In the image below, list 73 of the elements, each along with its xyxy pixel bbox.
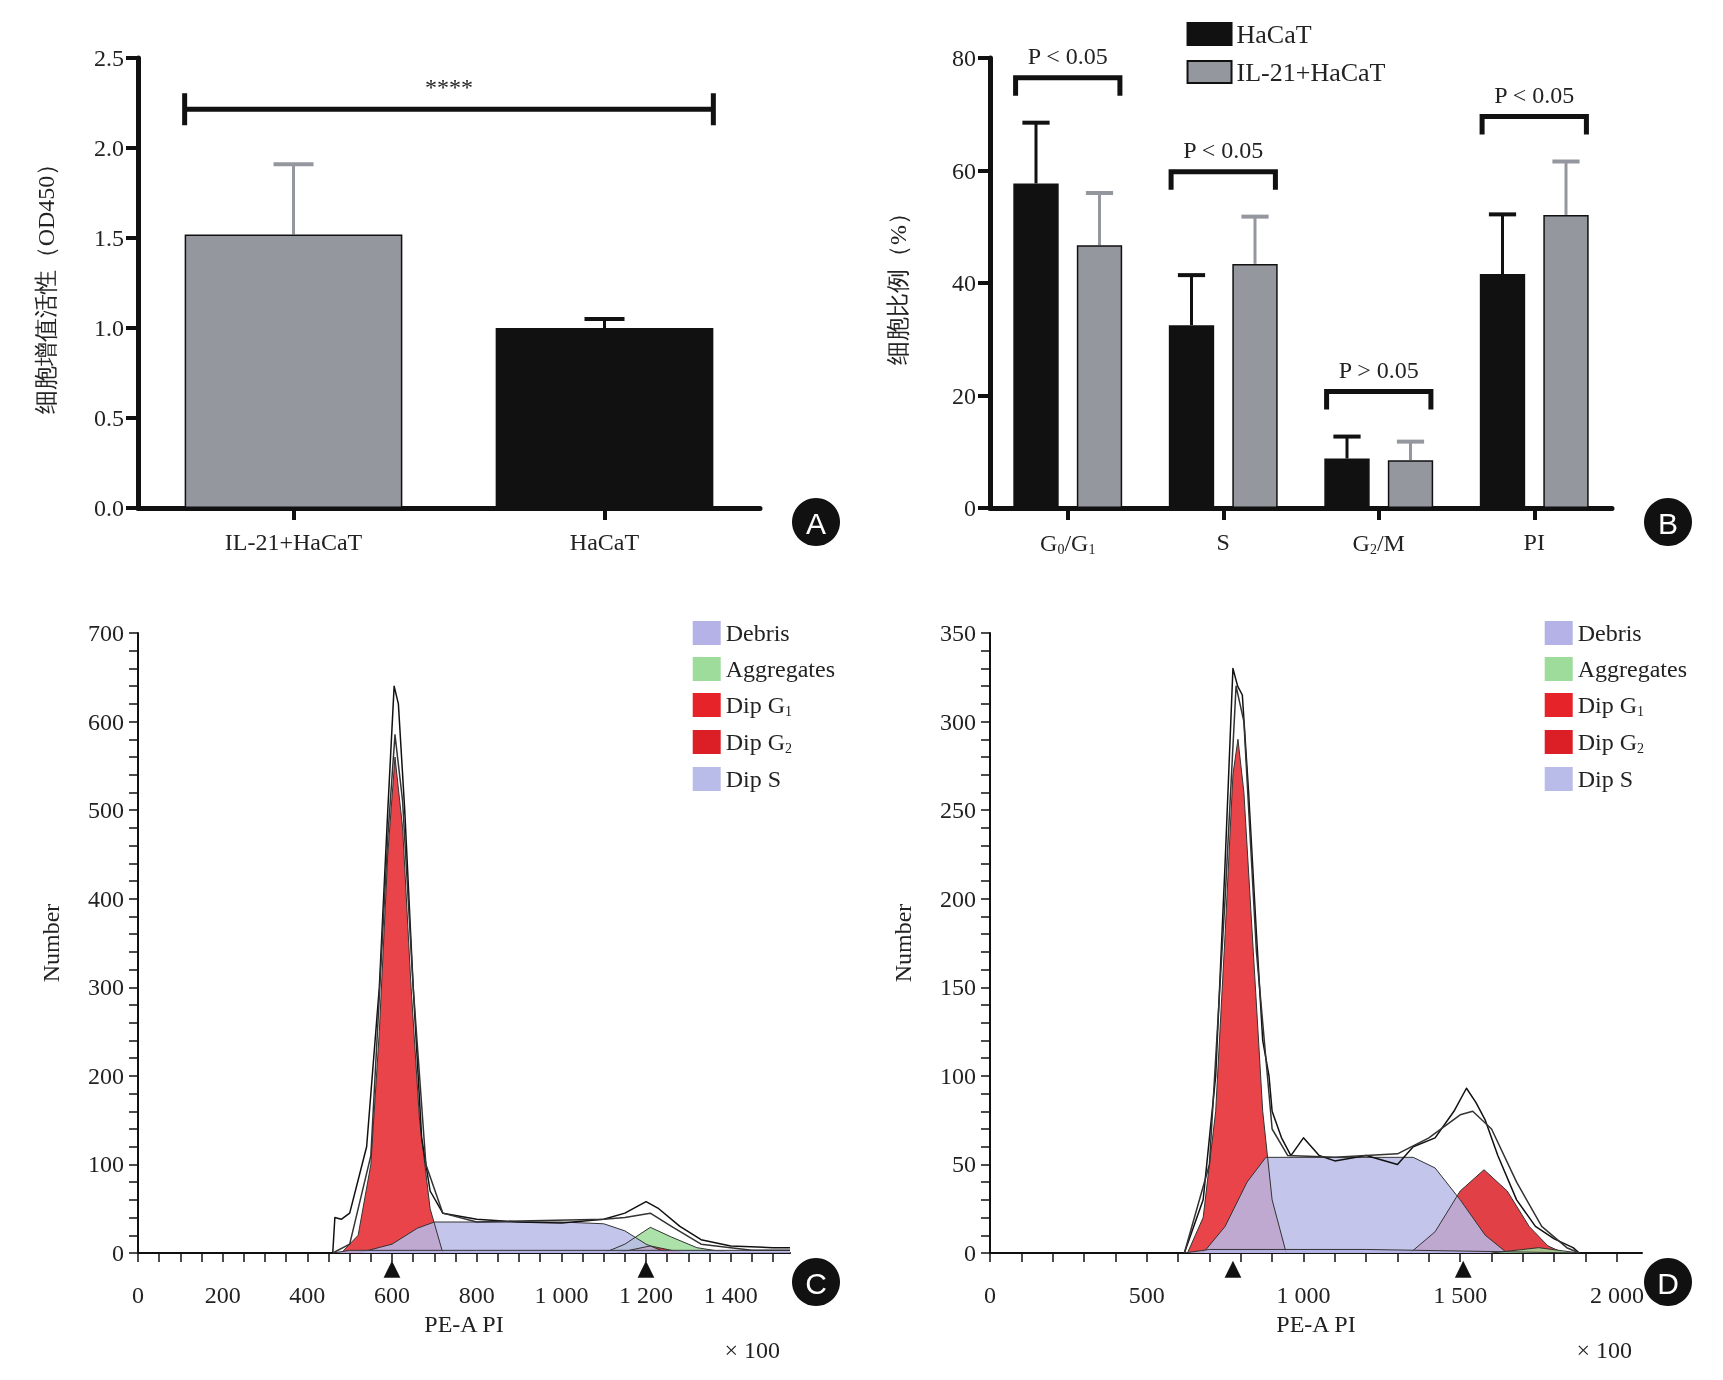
text: C [805,1266,827,1300]
x-tick-label: 600 [374,1282,411,1308]
annotation: ▲ [1224,1254,1242,1280]
y-axis-title: Number [890,903,916,983]
annotation: P < 0.05 [1494,81,1575,108]
x-tick-label: 2 000 [1589,1282,1644,1308]
annotation: P > 0.05 [1338,356,1419,383]
legend-label: Debris [725,620,790,646]
x-tick-label: 1 000 [1276,1282,1331,1308]
y-axis-title: 细胞增值活性（OD450） [33,151,59,415]
y-tick-label: 0.5 [94,405,124,431]
y-tick-label: 100 [940,1062,976,1089]
y-tick-label: 50 [952,1151,976,1178]
legend-label: Aggregates [1577,656,1688,682]
text: × 100 [724,1337,781,1363]
y-tick-label: 600 [88,708,124,735]
x-tick-label: 1 400 [703,1282,758,1308]
y-tick-label: 700 [88,620,124,646]
text: B [1657,506,1679,540]
y-tick-label: 150 [940,974,976,1001]
y-tick-label: 1.5 [94,225,124,251]
y-tick-label: 1.0 [94,315,124,341]
y-tick-label: 300 [940,708,976,735]
text: A [805,506,827,540]
annotation: ▲ [637,1254,655,1280]
y-tick-label: 20 [952,382,976,409]
text: D [1657,1266,1679,1300]
y-tick-label: 350 [940,620,976,646]
x-tick-label: 1 200 [619,1282,674,1308]
annotation: ▲ [1454,1254,1472,1280]
legend-label: IL-21+HaCaT [1236,57,1386,87]
y-tick-label: 0 [112,1240,124,1266]
y-tick-label: 2.0 [94,135,124,161]
x-tick-label: 1 500 [1433,1282,1488,1308]
y-tick-label: 250 [940,797,976,824]
x-tick-label: IL-21+HaCaT [224,529,363,555]
annotation: **** [425,74,473,101]
x-tick-label: HaCaT [569,529,640,555]
y-axis-title: Number [38,903,64,983]
x-tick-label: 200 [204,1282,241,1308]
x-tick-label: 400 [289,1282,326,1308]
x-tick-label: PI [1523,529,1545,555]
y-tick-label: 0 [964,1240,976,1266]
annotation: P < 0.05 [1027,42,1108,69]
y-tick-label: 400 [88,885,124,912]
y-tick-label: 100 [88,1151,124,1178]
y-tick-label: 200 [88,1062,124,1089]
x-axis-title: PE-A PI [1276,1310,1356,1337]
y-tick-label: 40 [952,270,976,296]
legend-label: Debris [1577,620,1642,646]
legend-label: Dip S [725,766,782,792]
y-tick-label: 500 [88,797,124,824]
x-tick-label: 500 [1128,1282,1165,1308]
legend-label: Aggregates [725,656,836,682]
annotation: P < 0.05 [1183,136,1264,163]
annotation: ▲ [383,1254,401,1280]
legend-label: Dip S [1577,766,1634,792]
x-tick-label: 0 [132,1282,144,1308]
x-axis-title: PE-A PI [424,1310,504,1337]
y-tick-label: 300 [88,974,124,1001]
y-axis-title: 细胞比例（%） [885,201,911,365]
legend-label: HaCaT [1236,19,1312,49]
y-tick-label: 60 [952,157,976,184]
y-tick-label: 200 [940,885,976,912]
x-tick-label: 800 [458,1282,495,1308]
text: × 100 [1576,1337,1633,1363]
x-tick-label: 0 [984,1282,996,1308]
y-tick-label: 2.5 [94,45,124,71]
y-tick-label: 0 [964,495,976,521]
y-tick-label: 0.0 [94,495,124,521]
x-tick-label: 1 000 [534,1282,589,1308]
y-tick-label: 80 [952,45,976,71]
x-tick-label: S [1216,529,1230,555]
